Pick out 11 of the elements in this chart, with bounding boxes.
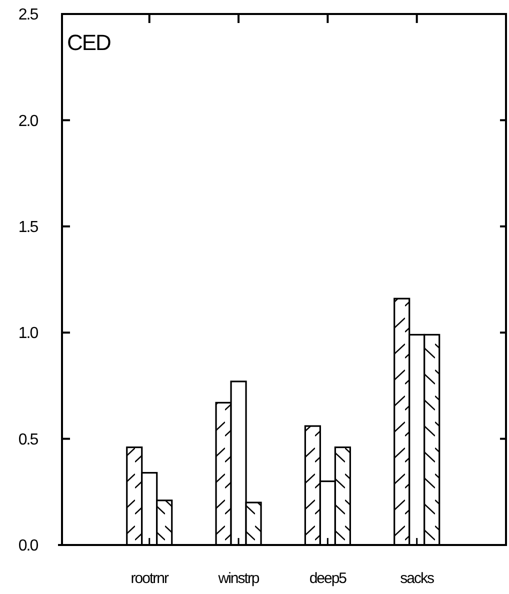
y-tick-label: 0.0 bbox=[18, 538, 39, 555]
y-tick-label: 1.0 bbox=[18, 325, 39, 342]
x-tick-label: sacks bbox=[400, 570, 434, 587]
y-tick-label: 2.0 bbox=[18, 112, 39, 130]
y-tick-label: 0.5 bbox=[18, 431, 39, 448]
y-tick-label: 1.5 bbox=[18, 219, 39, 236]
x-tick-label: deep5 bbox=[309, 570, 347, 587]
text: CED bbox=[67, 30, 111, 55]
x-tick-label: winstrp bbox=[217, 570, 260, 587]
x-tick-label: rootrnr bbox=[130, 570, 169, 587]
y-tick-label: 2.5 bbox=[18, 6, 39, 24]
